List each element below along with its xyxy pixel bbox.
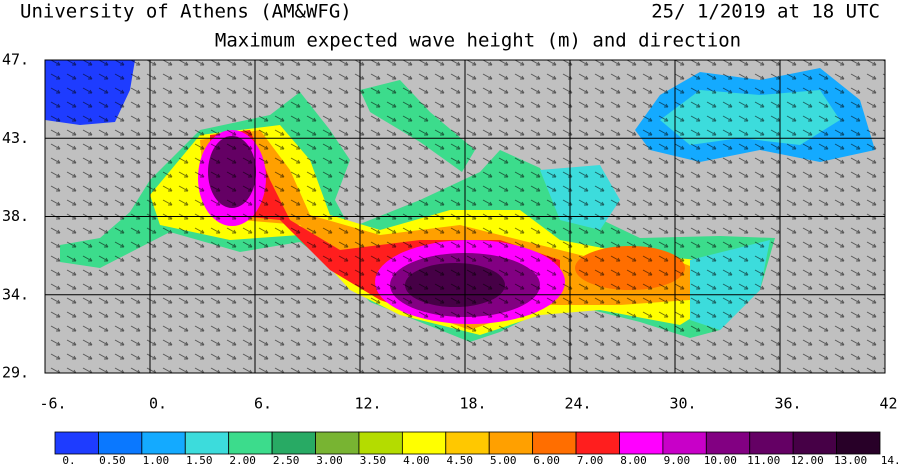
title-right: 25/ 1/2019 at 18 UTC: [651, 1, 880, 23]
y-tick-label: 34.: [2, 285, 29, 303]
x-tick-label: 24.: [564, 395, 591, 413]
x-tick-label: 36.: [774, 395, 801, 413]
colorbar-label: 9.00: [664, 454, 691, 467]
colorbar-swatch: [54, 431, 99, 455]
colorbar-label: 1.00: [143, 454, 170, 467]
x-tick-label: -6.: [39, 395, 66, 413]
y-tick-label: 38.: [2, 207, 29, 225]
colorbar-swatch: [228, 431, 273, 455]
colorbar-swatch: [488, 431, 534, 455]
colorbar-swatch: [705, 431, 751, 455]
colorbar-label: 10.00: [704, 454, 737, 467]
colorbar-label: 8.00: [620, 454, 647, 467]
colorbar-label: 11.00: [747, 454, 780, 467]
colorbar-swatch: [836, 431, 881, 455]
colorbar-swatch: [445, 431, 490, 455]
colorbar-swatch: [98, 431, 143, 455]
colorbar-label: 6.00: [533, 454, 560, 467]
colorbar-label: 2.00: [229, 454, 256, 467]
colorbar-label: 12.00: [791, 454, 824, 467]
colorbar-swatch: [532, 431, 577, 455]
title-left: University of Athens (AM&WFG): [20, 1, 352, 23]
colorbar-label: 4.50: [447, 454, 474, 467]
colorbar-label: 4.00: [403, 454, 430, 467]
colorbar-label: 2.50: [273, 454, 300, 467]
colorbar-label: 0.50: [99, 454, 126, 467]
colorbar-label: 13.00: [834, 454, 867, 467]
y-tick-label: 43.: [2, 129, 29, 147]
colorbar-label: 5.00: [490, 454, 517, 467]
colorbar-swatch: [662, 431, 707, 455]
colorbar-swatch: [271, 431, 316, 455]
colorbar-swatch: [184, 431, 230, 455]
colorbar-label: 14.0: [881, 454, 900, 467]
colorbar-label: 3.50: [360, 454, 387, 467]
colorbar-label: 0.: [62, 454, 75, 467]
x-tick-label: 6.: [254, 395, 272, 413]
x-tick-label: 12.: [354, 395, 381, 413]
colorbar-swatch: [792, 431, 837, 455]
subtitle: Maximum expected wave height (m) and dir…: [215, 30, 741, 52]
colorbar-swatch: [575, 431, 620, 455]
colorbar-swatch: [619, 431, 664, 455]
y-tick-label: 47.: [2, 51, 29, 69]
x-tick-label: 18.: [459, 395, 486, 413]
colorbar-swatch: [315, 431, 360, 455]
y-tick-label: 29.: [2, 364, 29, 382]
colorbar-label: 1.50: [186, 454, 213, 467]
colorbar-swatch: [401, 431, 447, 455]
colorbar-swatch: [749, 431, 794, 455]
colorbar-label: 7.00: [577, 454, 604, 467]
colorbar-swatch: [141, 431, 186, 455]
x-tick-label: 42.: [879, 395, 900, 413]
plot-frame: [44, 59, 886, 374]
x-tick-label: 0.: [149, 395, 167, 413]
colorbar-swatch: [358, 431, 403, 455]
x-tick-label: 30.: [669, 395, 696, 413]
colorbar: 0. 0.50 1.00 1.50 2.00 2.50 3.00 3.50 4.00 4.50 5.…: [54, 431, 900, 467]
colorbar-label: 3.00: [316, 454, 343, 467]
